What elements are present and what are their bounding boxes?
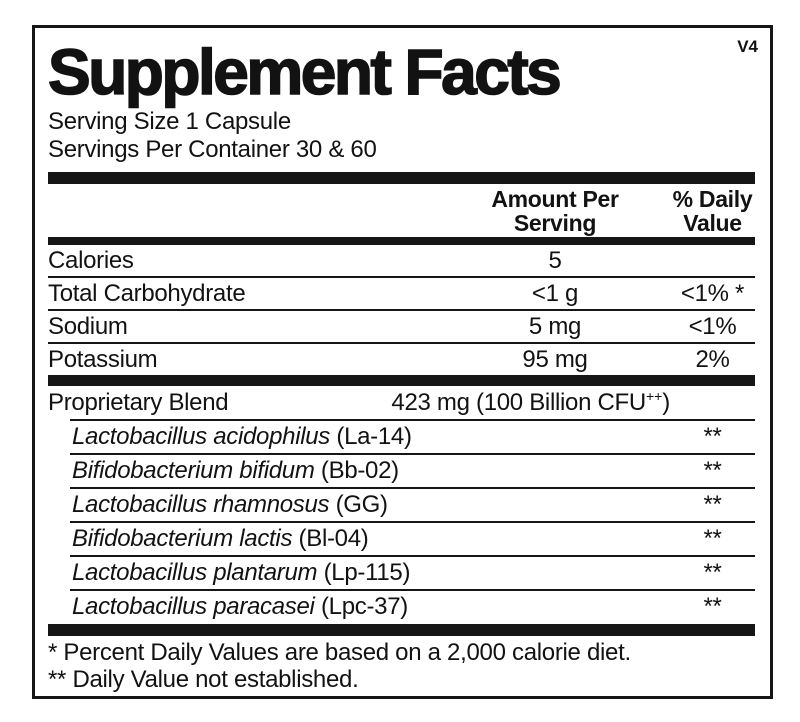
nutrient-rows: Calories 5 Total Carbohydrate <1 g <1% *… bbox=[48, 245, 755, 375]
serving-size-text: Serving Size 1 Capsule bbox=[48, 108, 291, 135]
ingredient-daily-value: ** bbox=[703, 593, 722, 620]
ingredient-name: Bifidobacterium bifidum (Bb-02) bbox=[70, 458, 399, 484]
ingredient-species: Lactobacillus rhamnosus bbox=[72, 491, 330, 518]
nutrient-amount: <1 g bbox=[531, 280, 579, 307]
ingredient-species: Lactobacillus acidophilus bbox=[72, 423, 331, 450]
table-row-potassium: Potassium 95 mg 2% bbox=[48, 342, 755, 375]
footnote-daily-value-not-established: ** Daily Value not established. bbox=[48, 666, 359, 693]
blend-name: Proprietary Blend bbox=[48, 389, 229, 416]
ingredient-daily-value: ** bbox=[703, 491, 722, 518]
blend-amount: 423 mg (100 Billion CFU++) bbox=[391, 388, 670, 416]
nutrient-name: Calories bbox=[48, 247, 134, 274]
servings-per-container-text: Servings Per Container 30 & 60 bbox=[48, 136, 377, 163]
ingredient-strain: (Bl-04) bbox=[292, 525, 369, 552]
nutrient-name: Sodium bbox=[48, 313, 128, 340]
blend-amount-superscript: ++ bbox=[645, 388, 663, 404]
divider-thick-bottom bbox=[48, 624, 755, 636]
blend-amount-column: 423 mg (100 Billion CFU++) bbox=[391, 388, 670, 416]
table-row-lactobacillus-rhamnosus: Lactobacillus rhamnosus (GG) ** bbox=[70, 487, 755, 521]
table-row-lactobacillus-acidophilus: Lactobacillus acidophilus (La-14) ** bbox=[70, 419, 755, 453]
table-row-lactobacillus-paracasei: Lactobacillus paracasei (Lpc-37) ** bbox=[70, 589, 755, 623]
blend-ingredient-rows: Lactobacillus acidophilus (La-14) ** Bif… bbox=[48, 419, 755, 623]
ingredient-species: Bifidobacterium lactis bbox=[72, 525, 293, 552]
nutrient-amount: 95 mg bbox=[522, 346, 588, 373]
column-header-row: Amount Per Serving % Daily Value bbox=[48, 184, 755, 237]
nutrient-amount: 5 mg bbox=[528, 313, 582, 340]
footnotes: * Percent Daily Values are based on a 2,… bbox=[48, 639, 755, 693]
nutrient-name: Potassium bbox=[48, 346, 158, 373]
panel-title: Supplement Facts bbox=[47, 36, 562, 108]
table-row-proprietary-blend: Proprietary Blend 423 mg (100 Billion CF… bbox=[48, 386, 755, 419]
blend-amount-main: 423 mg (100 Billion CFU bbox=[391, 389, 646, 416]
ingredient-name: Bifidobacterium lactis (Bl-04) bbox=[70, 525, 369, 552]
percent-daily-value-header-text: % Daily Value bbox=[672, 186, 753, 236]
ingredient-species: Lactobacillus paracasei bbox=[72, 593, 315, 620]
title-row: Supplement Facts V4 bbox=[47, 36, 758, 108]
table-row-calories: Calories 5 bbox=[48, 245, 755, 276]
table-row-total-carbohydrate: Total Carbohydrate <1 g <1% * bbox=[48, 276, 755, 309]
footnote-percent-daily-values: * Percent Daily Values are based on a 2,… bbox=[48, 639, 631, 666]
table-row-bifidobacterium-lactis: Bifidobacterium lactis (Bl-04) ** bbox=[70, 521, 755, 555]
ingredient-strain: (Bb-02) bbox=[314, 457, 399, 484]
ingredient-daily-value: ** bbox=[703, 423, 722, 450]
ingredient-strain: (La-14) bbox=[330, 423, 412, 450]
nutrient-daily-value: <1% * bbox=[680, 280, 745, 307]
ingredient-daily-value: ** bbox=[703, 457, 722, 484]
ingredient-name: Lactobacillus acidophilus (La-14) bbox=[70, 424, 412, 450]
ingredient-species: Bifidobacterium bifidum bbox=[72, 457, 315, 484]
nutrient-amount: 5 bbox=[548, 247, 562, 274]
ingredient-name: Lactobacillus paracasei (Lpc-37) bbox=[70, 594, 408, 620]
divider-medium bbox=[48, 237, 755, 245]
amount-per-serving-header: Amount Per Serving bbox=[440, 187, 670, 235]
nutrient-name: Total Carbohydrate bbox=[48, 280, 246, 307]
ingredient-strain: (Lpc-37) bbox=[314, 593, 408, 620]
ingredient-name: Lactobacillus rhamnosus (GG) bbox=[70, 492, 388, 518]
blend-amount-close: ) bbox=[662, 389, 670, 416]
nutrient-daily-value: 2% bbox=[695, 346, 730, 373]
version-tag: V4 bbox=[737, 37, 758, 56]
divider-thick-top bbox=[48, 172, 755, 184]
table-row-lactobacillus-plantarum: Lactobacillus plantarum (Lp-115) ** bbox=[70, 555, 755, 589]
nutrient-daily-value: <1% bbox=[688, 313, 737, 340]
percent-daily-value-header: % Daily Value bbox=[670, 187, 755, 235]
ingredient-strain: (Lp-115) bbox=[317, 559, 411, 586]
table-row-bifidobacterium-bifidum: Bifidobacterium bifidum (Bb-02) ** bbox=[70, 453, 755, 487]
ingredient-daily-value: ** bbox=[703, 559, 722, 586]
ingredient-strain: (GG) bbox=[329, 491, 388, 518]
supplement-facts-panel: Supplement Facts V4 Serving Size 1 Capsu… bbox=[32, 25, 773, 699]
amount-per-serving-header-text: Amount Per Serving bbox=[491, 186, 619, 236]
ingredient-daily-value: ** bbox=[703, 525, 722, 552]
ingredient-name: Lactobacillus plantarum (Lp-115) bbox=[70, 560, 410, 586]
ingredient-species: Lactobacillus plantarum bbox=[72, 559, 318, 586]
table-row-sodium: Sodium 5 mg <1% bbox=[48, 309, 755, 342]
divider-thick-middle bbox=[48, 375, 755, 386]
